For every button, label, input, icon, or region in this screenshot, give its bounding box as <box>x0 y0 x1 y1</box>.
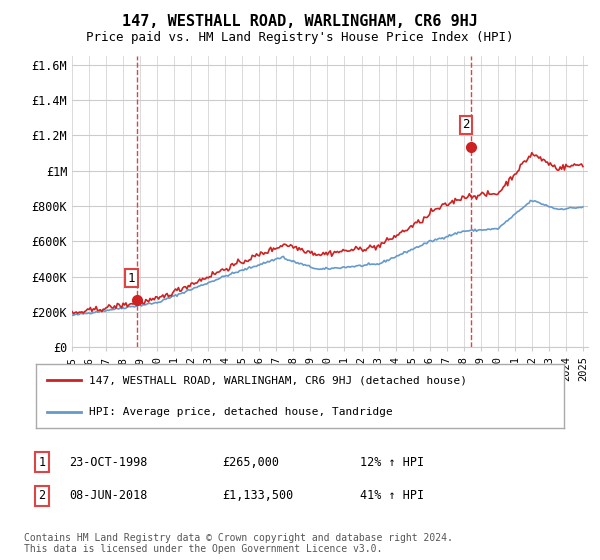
Text: 1: 1 <box>38 455 46 469</box>
Text: Price paid vs. HM Land Registry's House Price Index (HPI): Price paid vs. HM Land Registry's House … <box>86 31 514 44</box>
Text: Contains HM Land Registry data © Crown copyright and database right 2024.
This d: Contains HM Land Registry data © Crown c… <box>24 533 453 554</box>
Text: HPI: Average price, detached house, Tandridge: HPI: Average price, detached house, Tand… <box>89 407 392 417</box>
Text: 147, WESTHALL ROAD, WARLINGHAM, CR6 9HJ (detached house): 147, WESTHALL ROAD, WARLINGHAM, CR6 9HJ … <box>89 375 467 385</box>
Text: 08-JUN-2018: 08-JUN-2018 <box>69 489 148 502</box>
Text: 147, WESTHALL ROAD, WARLINGHAM, CR6 9HJ: 147, WESTHALL ROAD, WARLINGHAM, CR6 9HJ <box>122 14 478 29</box>
Text: 2: 2 <box>463 118 470 131</box>
Text: 23-OCT-1998: 23-OCT-1998 <box>69 455 148 469</box>
Text: 1: 1 <box>128 272 136 284</box>
Text: £265,000: £265,000 <box>222 455 279 469</box>
Text: 2: 2 <box>38 489 46 502</box>
Text: 12% ↑ HPI: 12% ↑ HPI <box>360 455 424 469</box>
Text: 41% ↑ HPI: 41% ↑ HPI <box>360 489 424 502</box>
Text: £1,133,500: £1,133,500 <box>222 489 293 502</box>
